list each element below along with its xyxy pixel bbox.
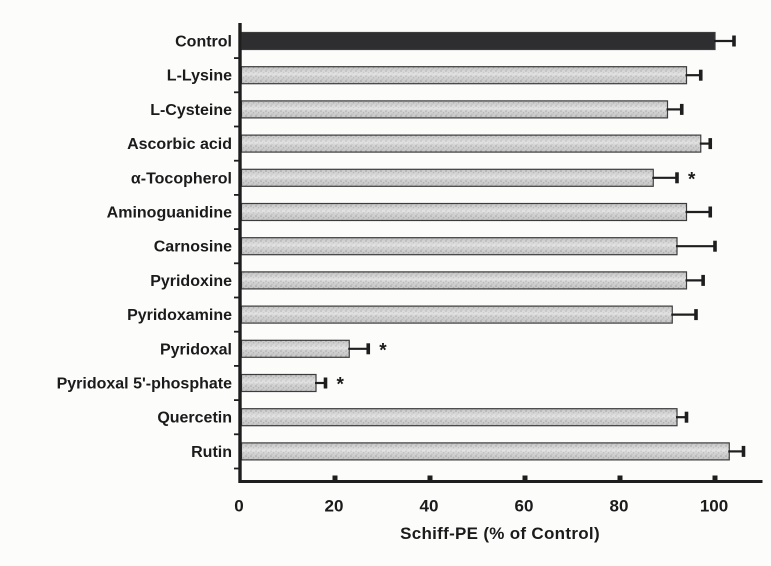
category-label-quercetin: Quercetin	[157, 410, 232, 427]
significance-star-pyridoxal-5-phosphate: *	[337, 375, 345, 396]
bar-highlight-l-lysine	[242, 67, 686, 83]
category-label-control: Control	[175, 34, 232, 51]
bar-highlight-alpha-tocopherol	[242, 170, 653, 186]
category-label-pyridoxal: Pyridoxal	[160, 341, 232, 358]
bar-highlight-pyridoxal	[242, 341, 349, 357]
bar-control	[240, 31, 716, 51]
bar-highlight-ascorbic-acid	[242, 136, 701, 152]
category-label-l-lysine: L-Lysine	[167, 68, 232, 85]
significance-star-alpha-tocopherol: *	[688, 169, 696, 190]
x-axis-title: Schiff-PE (% of Control)	[400, 524, 600, 543]
bar-highlight-aminoguanidine	[242, 204, 686, 220]
bar-highlight-rutin	[242, 443, 729, 459]
category-label-alpha-tocopherol: α-Tocopherol	[131, 170, 232, 187]
bar-highlight-pyridoxine	[242, 272, 686, 288]
x-tick	[617, 475, 623, 480]
category-label-pyridoxine: Pyridoxine	[150, 273, 232, 290]
category-label-pyridoxamine: Pyridoxamine	[127, 307, 232, 324]
x-tick-label: 40	[420, 497, 439, 516]
category-label-rutin: Rutin	[191, 444, 232, 461]
x-tick	[427, 475, 433, 480]
x-tick-label: 0	[234, 497, 243, 516]
category-label-l-cysteine: L-Cysteine	[150, 102, 232, 119]
x-tick-label: 80	[610, 497, 629, 516]
bar-highlight-pyridoxal-5-phosphate	[242, 375, 316, 391]
x-tick-label: 20	[325, 497, 344, 516]
x-tick	[522, 475, 528, 480]
bar-highlight-carnosine	[242, 238, 677, 254]
x-tick-label: 100	[700, 497, 728, 516]
significance-star-pyridoxal: *	[379, 340, 387, 361]
category-label-aminoguanidine: Aminoguanidine	[107, 205, 232, 222]
category-label-carnosine: Carnosine	[154, 239, 232, 256]
category-label-pyridoxal-5-phosphate: Pyridoxal 5'-phosphate	[57, 376, 233, 393]
bar-highlight-quercetin	[242, 409, 677, 425]
x-tick-label: 60	[515, 497, 534, 516]
x-tick	[332, 475, 338, 480]
x-tick	[712, 475, 718, 480]
bar-highlight-pyridoxamine	[242, 307, 672, 323]
category-label-ascorbic-acid: Ascorbic acid	[127, 136, 232, 153]
bar-highlight-l-cysteine	[242, 101, 667, 117]
